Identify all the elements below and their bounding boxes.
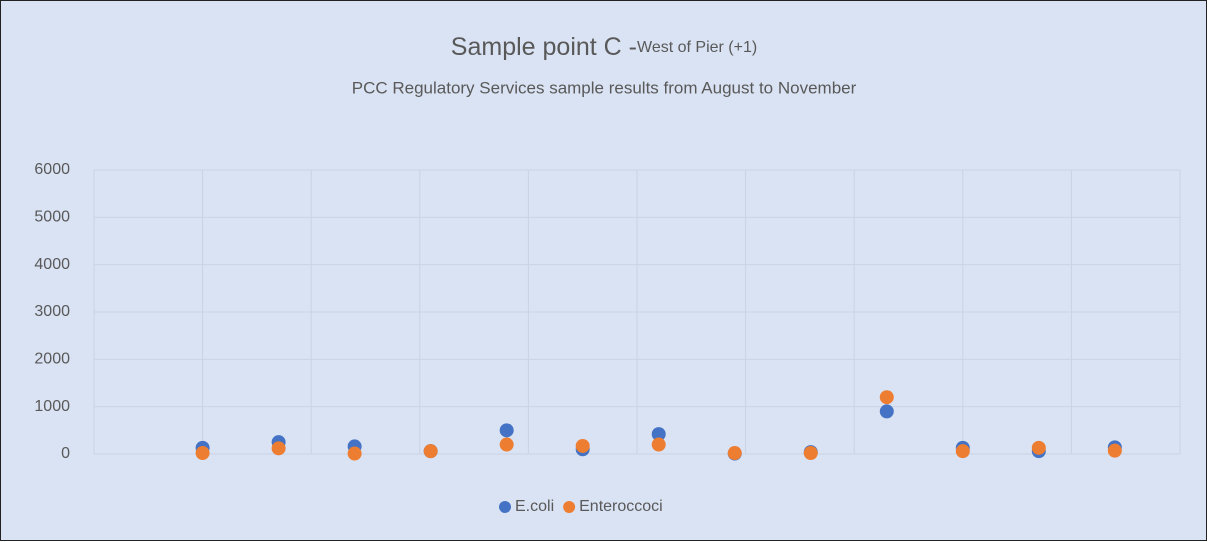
point <box>651 437 666 452</box>
point <box>575 438 590 453</box>
point <box>879 390 894 405</box>
point <box>499 423 514 438</box>
legend-marker <box>499 501 511 513</box>
y-tick-label: 3000 <box>34 303 70 320</box>
point <box>803 446 818 461</box>
y-tick-label: 6000 <box>34 161 70 178</box>
point <box>879 404 894 419</box>
legend-label: E.coli <box>515 498 554 515</box>
point <box>499 437 514 452</box>
point <box>651 427 666 442</box>
point <box>955 444 970 459</box>
title-main: Sample point C - <box>451 33 637 61</box>
title-small: West of Pier (+1) <box>637 39 757 56</box>
legend-label: Enteroccoci <box>579 498 663 515</box>
chart-title: Sample point C -West of Pier (+1) <box>451 33 757 61</box>
y-tick-label: 5000 <box>34 209 70 226</box>
point <box>423 444 438 459</box>
y-tick-label: 2000 <box>34 351 70 368</box>
point <box>727 446 742 461</box>
point <box>347 446 362 461</box>
chart-subtitle: PCC Regulatory Services sample results f… <box>352 78 857 97</box>
y-tick-label: 1000 <box>34 398 70 415</box>
point <box>1031 440 1046 455</box>
point <box>195 446 210 461</box>
point <box>1107 443 1122 458</box>
point <box>271 441 286 456</box>
y-tick-label: 4000 <box>34 256 70 273</box>
legend-marker <box>563 501 576 513</box>
y-tick-label: 0 <box>61 445 70 462</box>
